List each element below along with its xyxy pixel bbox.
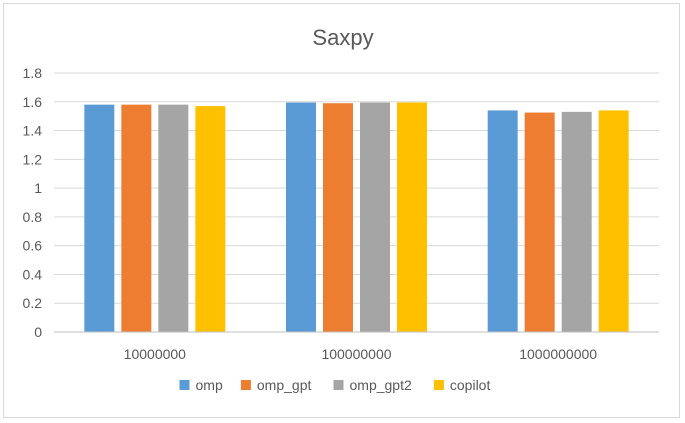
bar-copilot-10000000 [195, 106, 226, 332]
legend-label-omp_gpt: omp_gpt [257, 377, 312, 393]
bar-omp-1000000000 [487, 110, 518, 333]
chart-svg: Saxpy 0 0.2 0.4 0.6 0.8 1 1.2 1.4 1.6 1.8 10000000… [23, 25, 659, 393]
legend: omp omp_gpt omp_gpt2 copilot [179, 377, 491, 393]
chart-title: Saxpy [312, 25, 373, 50]
x-tick-label: 1000000000 [519, 346, 597, 362]
legend-label-omp: omp [196, 377, 223, 393]
chart-container: Saxpy 0 0.2 0.4 0.6 0.8 1 1.2 1.4 1.6 1.8 10000000… [3, 3, 680, 418]
y-tick-label: 0.8 [23, 209, 43, 225]
gridlines [54, 72, 659, 304]
legend-swatch-omp [179, 380, 190, 390]
legend-label-copilot: copilot [450, 377, 491, 393]
y-tick-label: 1.8 [23, 65, 43, 81]
bar-omp_gpt-10000000 [121, 104, 152, 333]
y-tick-label: 1.2 [23, 151, 43, 167]
bar-copilot-100000000 [397, 102, 427, 332]
y-tick-label: 0.2 [23, 295, 43, 311]
legend-swatch-omp_gpt2 [333, 380, 344, 390]
y-tick-label: 1.6 [23, 94, 43, 110]
y-tick-label: 0.6 [23, 238, 43, 254]
bar-omp_gpt2-10000000 [158, 104, 189, 333]
legend-swatch-copilot [433, 380, 444, 390]
bar-copilot-1000000000 [598, 110, 629, 333]
bars [84, 102, 629, 333]
bar-omp-100000000 [286, 102, 316, 332]
bar-omp_gpt2-100000000 [360, 102, 390, 332]
y-tick-label: 0.4 [23, 266, 43, 282]
bar-omp_gpt2-1000000000 [561, 111, 592, 332]
legend-label-omp_gpt2: omp_gpt2 [350, 377, 412, 393]
y-tick-label: 1 [34, 180, 42, 196]
y-tick-label: 1.4 [23, 123, 43, 139]
x-tick-label: 100000000 [321, 346, 391, 362]
x-tick-label: 10000000 [124, 346, 187, 362]
bar-omp_gpt-1000000000 [524, 112, 555, 332]
y-tick-label: 0 [34, 324, 42, 340]
bar-omp-10000000 [84, 104, 115, 333]
bar-omp_gpt-100000000 [323, 103, 353, 332]
axes: 0 0.2 0.4 0.6 0.8 1 1.2 1.4 1.6 1.8 10000000 100000… [23, 65, 659, 362]
legend-swatch-omp_gpt [240, 380, 251, 390]
